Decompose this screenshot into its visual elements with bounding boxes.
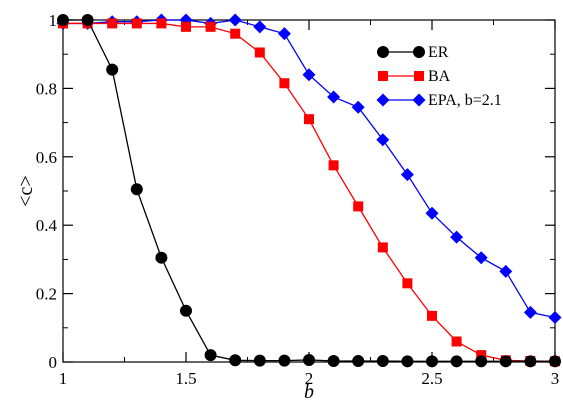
data-point bbox=[279, 78, 290, 89]
data-point bbox=[400, 168, 414, 182]
series-layer bbox=[56, 13, 562, 368]
data-point bbox=[81, 14, 94, 26]
data-point bbox=[328, 160, 339, 171]
legend-marker bbox=[414, 71, 424, 81]
legend-label: EPA, b=2.1 bbox=[428, 92, 502, 109]
x-axis-label: b bbox=[304, 381, 314, 403]
data-point bbox=[130, 183, 143, 196]
y-tick-label: 0.4 bbox=[36, 216, 58, 235]
data-point bbox=[523, 305, 537, 319]
legend-entry: EPA, b=2.1 bbox=[376, 92, 502, 109]
data-point bbox=[549, 355, 561, 368]
data-point bbox=[303, 353, 315, 366]
data-point bbox=[475, 355, 488, 368]
data-point bbox=[401, 355, 414, 368]
data-point bbox=[476, 350, 487, 361]
x-tick-label: 1 bbox=[59, 369, 68, 388]
data-point bbox=[548, 311, 562, 325]
data-point bbox=[278, 354, 291, 367]
data-point bbox=[131, 18, 142, 29]
x-tick-label: 2 bbox=[305, 369, 314, 388]
data-point bbox=[352, 354, 365, 367]
data-point bbox=[302, 68, 316, 82]
legend-entry: BA bbox=[378, 68, 451, 85]
series-er bbox=[57, 14, 561, 368]
data-point bbox=[377, 242, 388, 253]
x-tick-label: 3 bbox=[551, 369, 560, 388]
y-tick-label: 1 bbox=[49, 11, 58, 30]
y-tick-label: 0.2 bbox=[36, 285, 57, 304]
data-point bbox=[106, 63, 119, 76]
data-point bbox=[450, 355, 463, 368]
data-point bbox=[230, 28, 241, 39]
data-point bbox=[327, 90, 341, 104]
data-point bbox=[253, 20, 267, 34]
data-point bbox=[402, 278, 413, 289]
data-point bbox=[204, 349, 217, 362]
data-point bbox=[426, 355, 438, 368]
data-point bbox=[376, 354, 389, 367]
data-point bbox=[327, 354, 340, 367]
data-point bbox=[180, 304, 192, 317]
data-point bbox=[499, 264, 513, 278]
data-point bbox=[181, 21, 191, 32]
data-point bbox=[253, 354, 266, 367]
y-tick-label: 0.8 bbox=[36, 79, 57, 98]
legend-marker bbox=[377, 46, 389, 58]
data-point bbox=[499, 355, 512, 368]
legend-entry: ER bbox=[377, 44, 449, 61]
data-point bbox=[229, 354, 242, 367]
legend-label: ER bbox=[428, 44, 449, 61]
legend-label: BA bbox=[428, 68, 451, 85]
legend-marker bbox=[412, 93, 426, 107]
data-point bbox=[107, 18, 118, 29]
data-point bbox=[451, 336, 462, 347]
data-point bbox=[156, 18, 167, 29]
y-tick-label: 0 bbox=[49, 353, 58, 372]
y-axis: 0 0.2 0.4 0.6 0.8 1 bbox=[36, 11, 555, 372]
data-point bbox=[57, 14, 69, 26]
data-point bbox=[427, 310, 437, 321]
data-point bbox=[450, 230, 464, 244]
legend-marker bbox=[413, 46, 425, 58]
legend: ER BA EPA, b=2.1 bbox=[376, 44, 502, 109]
data-point bbox=[353, 201, 364, 212]
x-tick-label: 2.5 bbox=[421, 369, 442, 388]
data-point bbox=[228, 13, 242, 27]
legend-marker bbox=[378, 71, 388, 81]
data-point bbox=[304, 114, 314, 125]
data-point bbox=[277, 27, 291, 41]
y-tick-label: 0.6 bbox=[36, 148, 57, 167]
data-point bbox=[155, 251, 168, 264]
legend-marker bbox=[376, 93, 390, 107]
data-point bbox=[524, 355, 537, 368]
data-point bbox=[474, 251, 488, 265]
x-tick-label: 1.5 bbox=[175, 369, 196, 388]
data-point bbox=[205, 21, 216, 32]
data-point bbox=[254, 47, 265, 58]
y-axis-label: <c> bbox=[15, 175, 37, 206]
data-point bbox=[376, 133, 390, 147]
data-point bbox=[351, 100, 365, 114]
data-point bbox=[425, 206, 439, 220]
